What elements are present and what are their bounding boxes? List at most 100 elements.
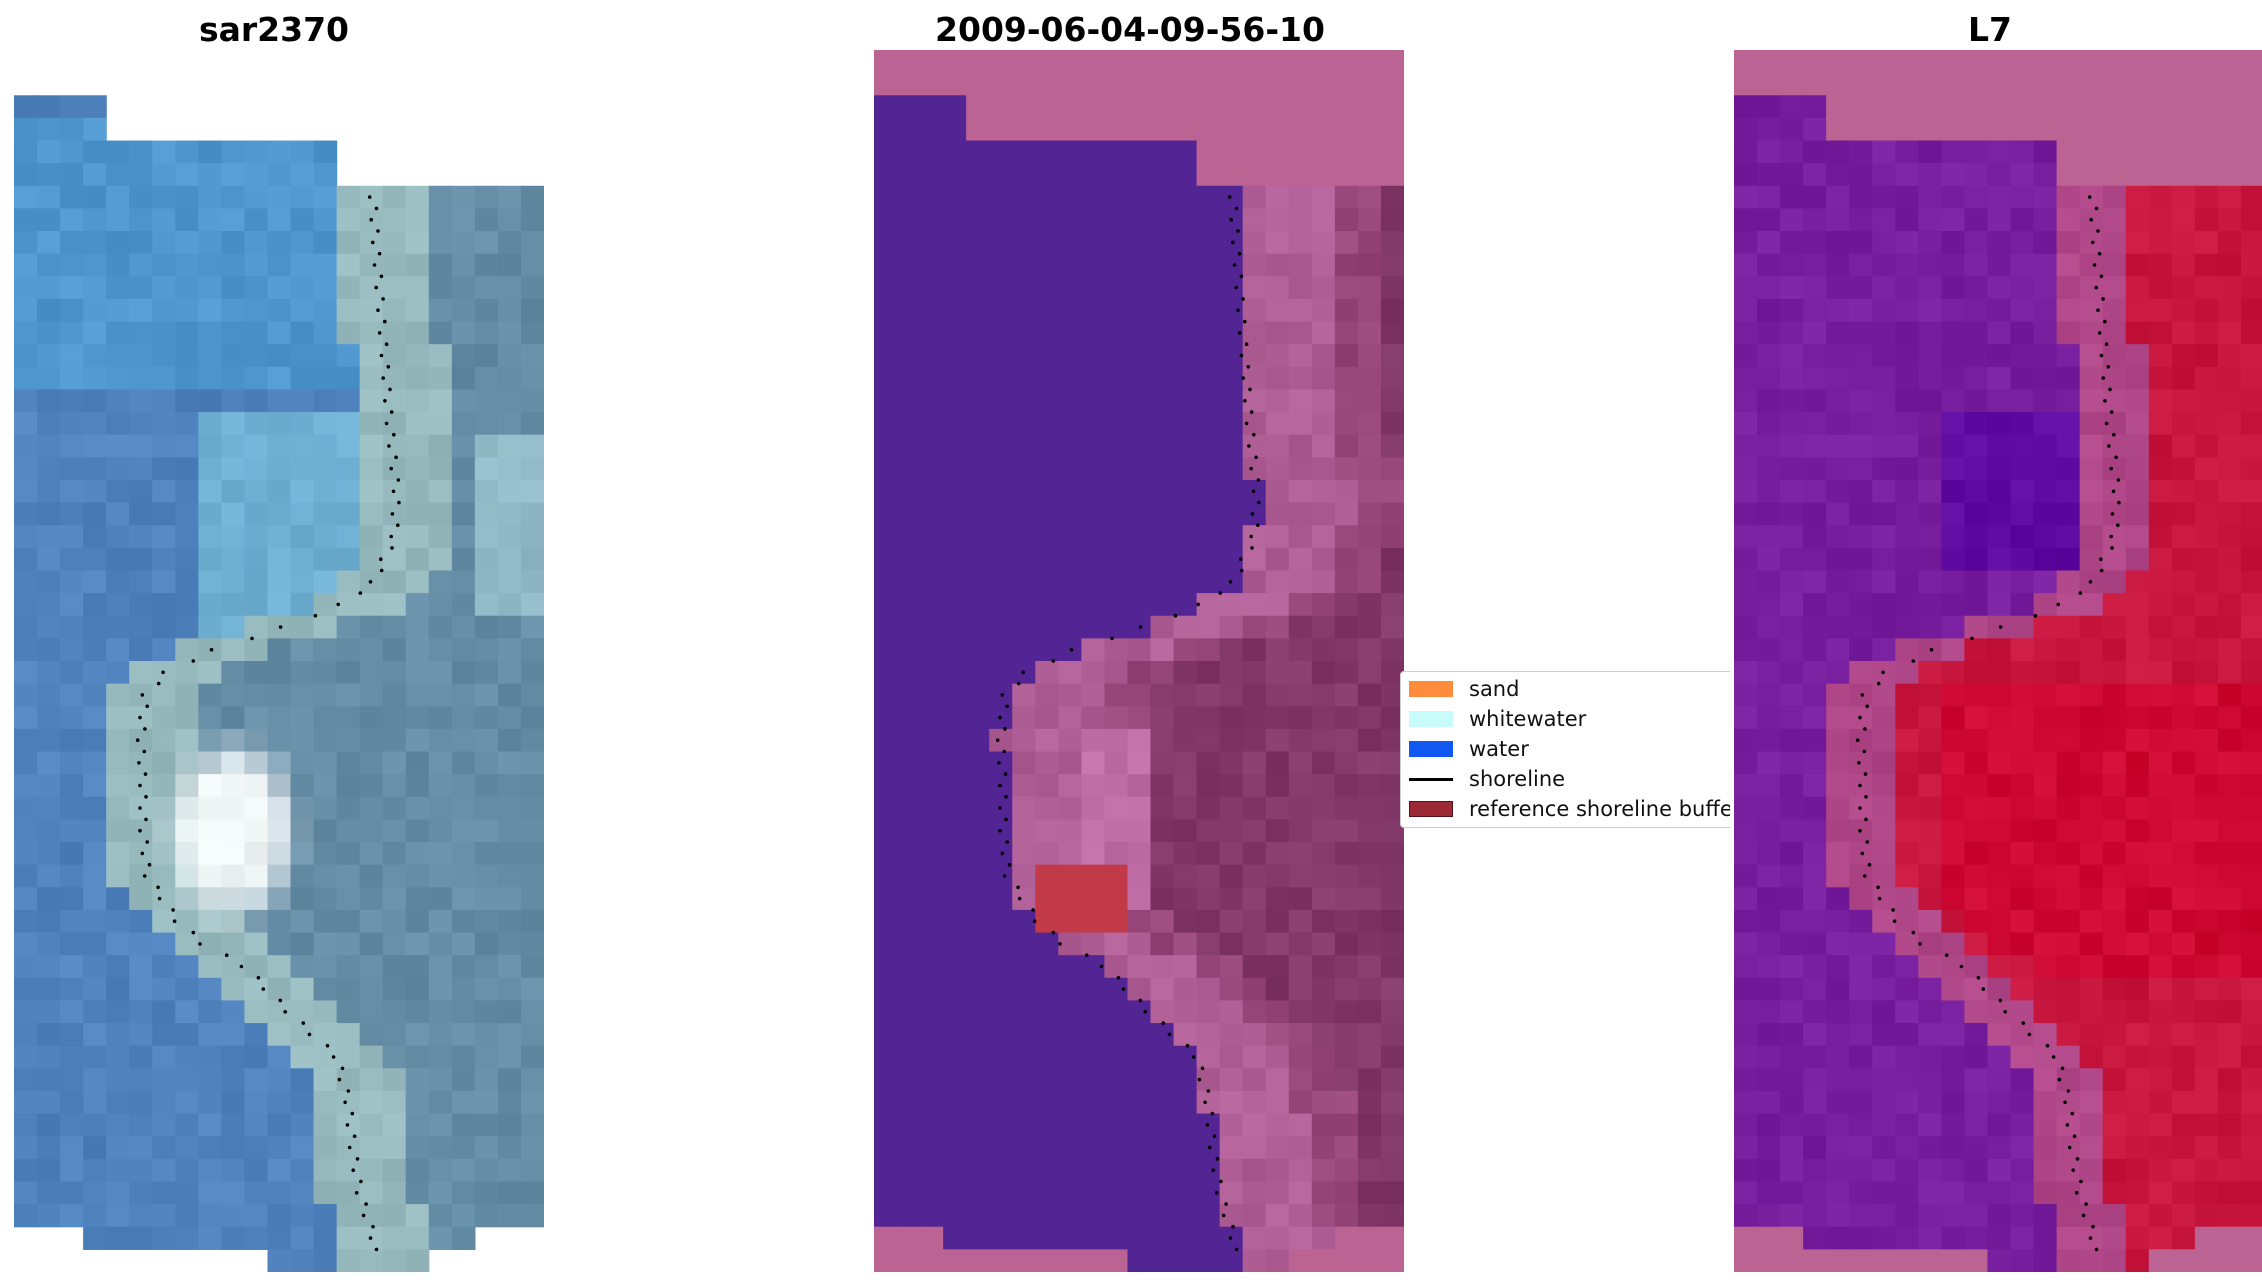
shoreline-point [325,1043,330,1048]
shoreline-point [377,251,382,256]
image-pixel [2240,321,2262,345]
image-pixel [313,344,338,368]
image-pixel [129,1158,153,1183]
image-pixel [175,412,199,436]
image-pixel [874,1023,898,1047]
image-pixel [2171,298,2196,323]
image-pixel [83,163,107,187]
image-pixel [2033,163,2058,187]
image-pixel [1895,457,1919,481]
shoreline-point [1250,512,1255,516]
image-pixel [1757,1000,1781,1024]
image-pixel [129,434,153,458]
image-pixel [359,909,384,934]
image-pixel [1012,728,1036,753]
image-pixel [428,615,453,639]
image-pixel [1826,819,1850,843]
image-pixel [989,344,1013,368]
image-pixel [497,864,522,888]
image-pixel [1357,366,1382,391]
image-pixel [2148,163,2173,187]
image-pixel [497,887,522,911]
image-pixel [1803,276,1827,300]
image-pixel [428,593,453,617]
image-pixel [1803,457,1827,481]
image-pixel [920,434,944,458]
image-pixel [2171,932,2196,956]
image-pixel [474,298,499,323]
image-pixel [1849,955,1873,979]
image-pixel [428,344,453,368]
image-pixel [290,412,315,436]
image-pixel [313,163,338,187]
image-pixel [451,1158,476,1183]
image-pixel [989,1023,1013,1047]
image-pixel [198,389,222,413]
image-pixel [1918,955,1942,979]
image-pixel [2079,366,2104,391]
image-pixel [1288,1226,1313,1250]
image-pixel [2217,117,2242,142]
image-pixel [336,683,361,707]
image-pixel [1081,774,1106,798]
image-pixel [451,253,476,277]
image-pixel [2125,185,2150,210]
image-pixel [382,434,407,458]
image-pixel [60,502,84,526]
image-pixel [244,887,269,911]
image-pixel [966,728,990,753]
image-pixel [1104,457,1129,481]
image-pixel [2079,412,2104,436]
image-pixel [2171,909,2196,934]
image-pixel [1780,1113,1804,1137]
image-pixel [1311,638,1336,662]
image-pixel [83,479,107,504]
image-pixel [520,819,544,843]
image-pixel [2102,276,2127,300]
image-pixel [1849,661,1873,685]
image-pixel [2194,231,2219,255]
image-pixel [1334,50,1359,74]
image-pixel [2056,72,2081,96]
image-pixel [1288,593,1313,617]
image-pixel [1150,570,1175,594]
image-pixel [359,819,384,843]
image-pixel [1104,706,1129,730]
image-pixel [152,1045,176,1069]
image-pixel [1035,1045,1059,1069]
image-pixel [2148,1158,2173,1183]
image-pixel [175,502,199,526]
image-pixel [1826,434,1850,458]
image-pixel [1150,1181,1175,1205]
image-pixel [943,321,967,345]
image-pixel [1150,208,1175,232]
image-pixel [1104,1226,1129,1250]
image-pixel [428,389,453,413]
image-pixel [2102,457,2127,481]
image-pixel [1941,570,1966,594]
image-pixel [474,276,499,300]
image-pixel [1150,774,1175,798]
image-pixel [2079,72,2104,96]
image-pixel [966,253,990,277]
image-pixel [1334,95,1359,119]
image-pixel [83,661,107,685]
image-pixel [1380,140,1404,164]
image-pixel [2125,909,2150,934]
image-pixel [129,298,153,323]
image-pixel [1058,1136,1082,1160]
image-pixel [2102,706,2127,730]
image-pixel [2102,842,2127,866]
image-pixel [2102,434,2127,458]
image-pixel [1058,253,1082,277]
shoreline-point [1051,930,1056,935]
image-pixel [966,321,990,345]
image-pixel [129,638,153,662]
image-pixel [1380,479,1404,504]
image-pixel [451,887,476,911]
image-pixel [129,412,153,436]
image-pixel [1196,117,1221,142]
image-pixel [2010,932,2035,956]
image-pixel [290,457,315,481]
image-pixel [106,1000,130,1024]
